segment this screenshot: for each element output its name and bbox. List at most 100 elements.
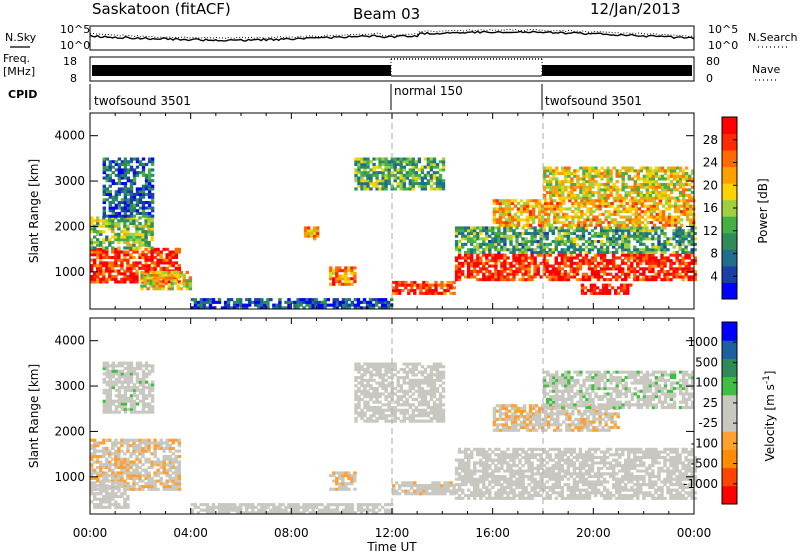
heatmap-cell: [461, 261, 465, 265]
heatmap-cell: [630, 229, 634, 233]
heatmap-cell: [147, 269, 151, 273]
heatmap-cell: [621, 226, 625, 230]
heatmap-cell: [311, 300, 315, 304]
heatmap-cell: [257, 508, 261, 512]
heatmap-cell: [687, 278, 691, 282]
heatmap-cell: [440, 283, 444, 287]
heatmap-cell: [654, 275, 658, 279]
heatmap-cell: [117, 465, 121, 469]
heatmap-cell: [177, 264, 181, 268]
heatmap-cell: [223, 300, 228, 304]
heatmap-cell: [660, 264, 664, 268]
heatmap-cell: [332, 503, 336, 507]
heatmap-cell: [473, 275, 477, 279]
heatmap-cell: [205, 306, 210, 310]
heatmap-cell: [639, 166, 643, 170]
heatmap-cell: [129, 195, 134, 199]
heatmap-cell: [353, 479, 357, 483]
heatmap-cell: [341, 298, 346, 302]
heatmap-cell: [314, 505, 318, 509]
heatmap-cell: [126, 201, 131, 205]
heatmap-cell: [497, 253, 501, 257]
heatmap-cell: [492, 215, 497, 219]
heatmap-cell: [648, 248, 652, 252]
heatmap-cell: [625, 223, 629, 227]
heatmap-cell: [681, 275, 685, 279]
heatmap-cell: [544, 201, 548, 205]
heatmap-cell: [117, 441, 121, 445]
heatmap-cell: [150, 219, 154, 223]
heatmap-cell: [135, 468, 139, 472]
heatmap-cell: [393, 414, 397, 418]
heatmap-cell: [452, 280, 456, 284]
heatmap-cell: [211, 503, 216, 507]
heatmap-cell: [591, 180, 595, 184]
heatmap-cell: [639, 250, 643, 254]
heatmap-cell: [578, 245, 583, 249]
heatmap-cell: [174, 253, 178, 257]
heatmap-cell: [422, 283, 426, 287]
heatmap-cell: [491, 226, 495, 230]
heatmap-cell: [102, 250, 106, 254]
heatmap-cell: [350, 511, 355, 515]
heatmap-cell: [129, 192, 134, 196]
heatmap-cell: [384, 187, 388, 191]
heatmap-cell: [642, 237, 646, 241]
heatmap-cell: [396, 157, 400, 161]
heatmap-cell: [479, 237, 483, 241]
heatmap-cell: [606, 196, 610, 200]
heatmap-cell: [552, 172, 556, 176]
heatmap-cell: [108, 162, 112, 166]
heatmap-cell: [381, 384, 385, 388]
heatmap-cell: [664, 201, 669, 205]
heatmap-cell: [363, 384, 367, 388]
heatmap-cell: [141, 190, 146, 194]
heatmap-cell: [377, 503, 382, 507]
heatmap-cell: [177, 487, 181, 491]
heatmap-cell: [594, 180, 598, 184]
heatmap-cell: [648, 229, 652, 233]
heatmap-cell: [542, 256, 546, 260]
heatmap-cell: [332, 471, 336, 475]
heatmap-cell: [645, 267, 649, 271]
heatmap-cell: [384, 416, 388, 420]
heatmap-cell: [387, 179, 391, 183]
heatmap-cell: [147, 211, 152, 215]
heatmap-cell: [676, 199, 681, 203]
heatmap-cell: [132, 485, 136, 489]
heatmap-cell: [147, 405, 152, 409]
heatmap-cell: [120, 407, 125, 411]
heatmap-cell: [408, 416, 412, 420]
heatmap-cell: [577, 204, 581, 208]
heatmap-cell: [606, 177, 610, 181]
heatmap-cell: [155, 281, 159, 285]
heatmap-cell: [633, 253, 637, 257]
heatmap-cell: [357, 171, 361, 175]
heatmap-cell: [504, 221, 509, 225]
heatmap-cell: [375, 176, 379, 180]
heatmap-cell: [402, 173, 406, 177]
heatmap-cell: [138, 487, 142, 491]
heatmap-cell: [612, 264, 616, 268]
heatmap-cell: [366, 187, 370, 191]
heatmap-cell: [690, 275, 694, 279]
heatmap-cell: [371, 303, 376, 307]
heatmap-cell: [482, 250, 486, 254]
heatmap-cell: [621, 278, 625, 282]
heatmap-cell: [636, 188, 640, 192]
heatmap-cell: [586, 218, 590, 222]
heatmap-cell: [254, 300, 258, 304]
heatmap-cell: [633, 182, 637, 186]
heatmap-cell: [147, 388, 152, 392]
heatmap-cell: [117, 250, 121, 254]
heatmap-cell: [147, 264, 151, 268]
heatmap-cell: [608, 237, 613, 241]
heatmap-cell: [432, 162, 437, 166]
heatmap-cell: [640, 215, 644, 219]
heatmap-cell: [678, 191, 683, 195]
heatmap-cell: [105, 396, 109, 400]
heatmap-cell: [669, 180, 674, 184]
power-colorbar-label: Power [dB]: [756, 178, 770, 243]
heatmap-cell: [147, 168, 152, 172]
